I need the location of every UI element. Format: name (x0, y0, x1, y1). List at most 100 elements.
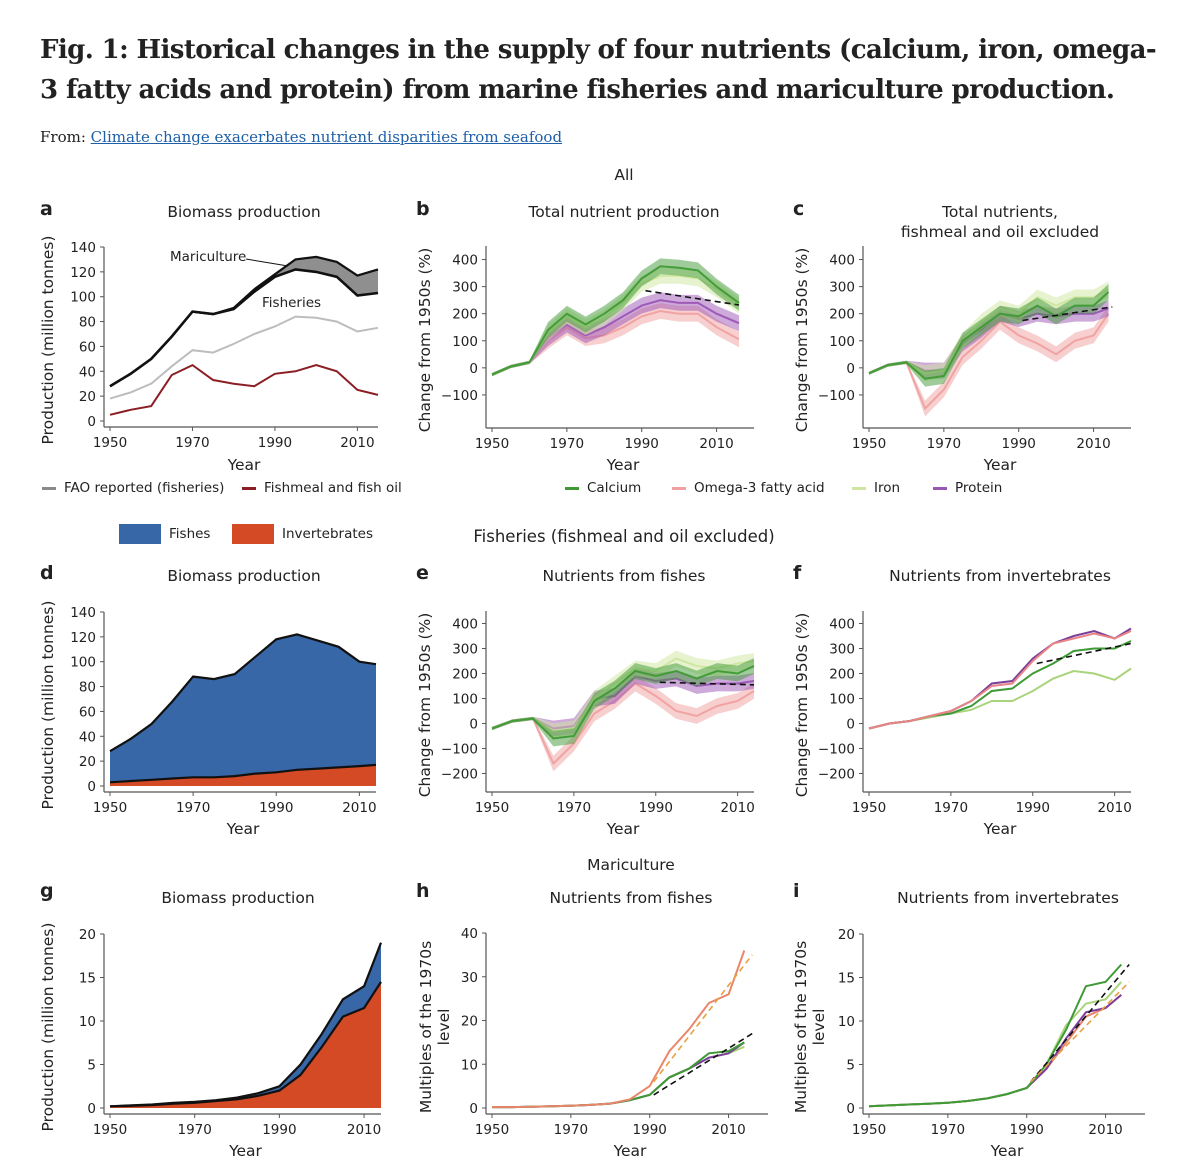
y-tick-label: 200 (829, 307, 855, 323)
legend-label: Iron (874, 480, 901, 496)
x-tick-label: 2010 (342, 800, 376, 816)
line-protein (492, 1041, 745, 1109)
x-tick-label: 1990 (259, 800, 293, 816)
x-axis-label: Year (227, 456, 261, 474)
x-axis-label: Year (229, 1142, 262, 1160)
x-tick-label: 1950 (475, 1122, 509, 1138)
panel-letter: e (416, 562, 429, 584)
y-tick-label: 20 (79, 927, 96, 943)
panel-h: 0 10 20 30 40 1950 1970 1990 2010 (461, 926, 768, 1138)
trend-line (1022, 306, 1113, 322)
panel-letter: a (40, 198, 53, 220)
legend-iron: Iron (852, 480, 900, 496)
panel-letter: d (40, 562, 54, 584)
y-tick-label: 0 (469, 361, 478, 377)
from-label: From: (40, 128, 86, 146)
article-link[interactable]: Climate change exacerbates nutrient disp… (90, 128, 563, 146)
y-axis-label: Production (million tonnes) (39, 235, 57, 445)
y-tick-label: −200 (441, 767, 478, 783)
y-tick-label: 5 (87, 1058, 96, 1074)
x-tick-label: 1990 (633, 1122, 667, 1138)
x-tick-label: 1970 (557, 800, 591, 816)
legend-invertebrates: Invertebrates (232, 524, 373, 544)
x-tick-label: 2010 (711, 1122, 745, 1138)
legend-swatch (565, 486, 579, 490)
x-tick-label: 1950 (475, 800, 509, 816)
legend-swatch (232, 524, 274, 544)
line-fisheries (109, 268, 379, 388)
y-tick-label: 20 (79, 754, 96, 770)
x-tick-label: 1970 (178, 1122, 212, 1138)
trend-line (1030, 963, 1130, 1083)
band-calcium (869, 284, 1109, 387)
y-tick-label: 15 (838, 971, 855, 987)
panel-f: −200 −100 0 100 200 300 400 1950 1970 1990 2010 (818, 611, 1132, 816)
x-tick-label: 1990 (1016, 800, 1050, 816)
x-tick-label: 1950 (93, 1122, 127, 1138)
y-tick-label: 80 (79, 315, 96, 331)
x-axis-label: Year (983, 820, 1017, 838)
legend-omega3: Omega-3 fatty acid (672, 480, 825, 496)
y-tick-label: 300 (829, 642, 855, 658)
panel-letter: h (416, 880, 430, 902)
line-mariculture-bottom (109, 268, 379, 387)
y-tick-label: 100 (70, 290, 96, 306)
x-tick-label: 1970 (550, 436, 584, 452)
area-invertebrates (110, 981, 381, 1108)
x-tick-label: 2010 (1088, 1122, 1122, 1138)
panel-letter: i (793, 880, 800, 902)
y-tick-label: 0 (846, 717, 855, 733)
panel-title: Total nutrients, fishmeal and oil exclud… (900, 203, 1100, 241)
annotation-mariculture: Mariculture (170, 249, 247, 265)
y-tick-label: 40 (79, 729, 96, 745)
y-tick-label: 400 (829, 617, 855, 633)
legend-calcium: Calcium (565, 480, 641, 496)
y-tick-label: −100 (441, 388, 478, 404)
x-tick-label: 2010 (347, 1122, 381, 1138)
band-iron (492, 650, 754, 739)
y-tick-label: 100 (70, 655, 96, 671)
y-axis-label: Multiples of the 1970s level (417, 940, 453, 1113)
x-tick-label: 2010 (699, 436, 733, 452)
panel-d: 0 20 40 60 80 100 120 140 1950 1970 1990 2010 (70, 605, 376, 816)
y-tick-label: 15 (79, 971, 96, 987)
y-tick-label: 30 (461, 970, 478, 986)
panel-title: Nutrients from invertebrates (889, 567, 1111, 585)
line-fao-reported-fisheries- (109, 315, 379, 400)
x-tick-label: 1990 (1002, 436, 1036, 452)
legend-label: Omega-3 fatty acid (694, 480, 825, 496)
y-tick-label: 10 (838, 1014, 855, 1030)
row-header-all: All (614, 166, 634, 184)
y-axis-label: Multiples of the 1970s level (792, 940, 828, 1114)
x-tick-label: 1970 (934, 800, 968, 816)
line-calcium (492, 1041, 745, 1109)
y-tick-label: 10 (461, 1057, 478, 1073)
x-tick-label: 1990 (1010, 1122, 1044, 1138)
line-protein (868, 627, 1132, 730)
x-tick-label: 2010 (1076, 436, 1110, 452)
x-tick-label: 2010 (720, 800, 754, 816)
band-protein (492, 668, 754, 737)
legend-swatch (933, 486, 947, 490)
legend-swatch (42, 486, 56, 490)
area-fishes (110, 634, 376, 786)
panel-title: Nutrients from fishes (549, 889, 713, 907)
annotation-pointer (245, 258, 289, 267)
line-iron (868, 667, 1132, 730)
panel-a: 0 20 40 60 80 100 120 140 1950 1970 1990 2010 (70, 240, 379, 451)
trend-line (1036, 642, 1132, 665)
y-tick-label: −100 (818, 388, 855, 404)
y-tick-label: 20 (461, 1014, 478, 1030)
trend-line (653, 1032, 753, 1096)
y-tick-label: 300 (829, 280, 855, 296)
line-protein (868, 994, 1122, 1108)
line-omega-3-fatty-acid (868, 313, 1110, 411)
y-tick-label: 140 (70, 605, 96, 621)
x-tick-label: 1970 (175, 435, 209, 451)
x-tick-label: 1990 (625, 436, 659, 452)
y-tick-label: 0 (87, 414, 96, 430)
line-calcium (491, 665, 755, 740)
trend-line (659, 681, 755, 686)
panel-i: 0 5 10 15 20 1950 1970 1990 2010 (838, 927, 1145, 1138)
